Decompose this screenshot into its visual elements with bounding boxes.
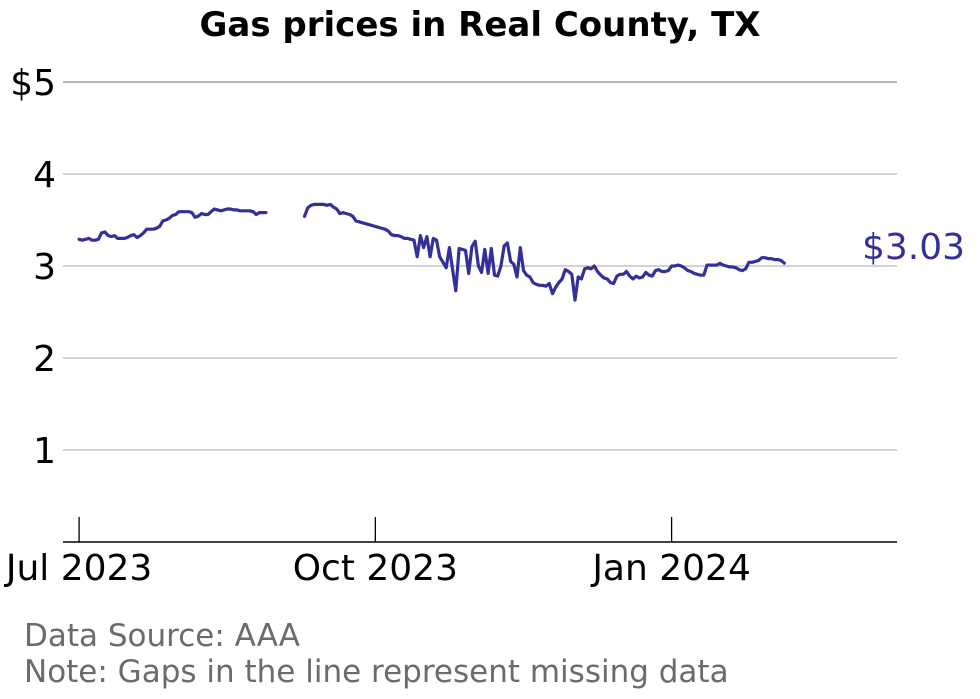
series-lines — [77, 202, 786, 302]
x-axis: Jul 2023 Oct 2023 Jan 2024 — [4, 517, 897, 589]
series-line-segment — [77, 207, 268, 242]
x-tick-label: Oct 2023 — [293, 548, 458, 589]
end-value-label: $3.03 — [862, 227, 965, 268]
y-axis: 1 2 3 4 $5 — [10, 63, 56, 472]
x-tick-label: Jan 2024 — [590, 548, 751, 589]
data-source-note: Data Source: AAA — [24, 618, 300, 654]
gaps-note: Note: Gaps in the line represent missing… — [24, 654, 729, 690]
y-tick-label: $5 — [10, 63, 56, 104]
y-tick-label: 3 — [33, 247, 56, 288]
series-line-segment — [302, 202, 786, 302]
chart-title: Gas prices in Real County, TX — [200, 5, 761, 45]
x-tick-label: Jul 2023 — [4, 548, 153, 589]
y-tick-label: 1 — [33, 431, 56, 472]
y-tick-label: 2 — [33, 339, 56, 380]
y-tick-label: 4 — [33, 155, 56, 196]
